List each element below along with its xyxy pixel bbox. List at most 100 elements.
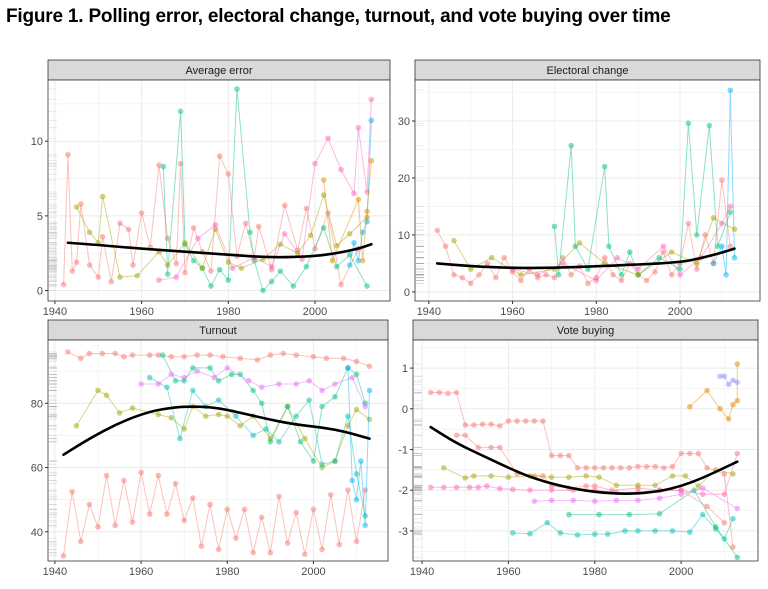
data-point: [78, 201, 84, 207]
data-point: [208, 283, 214, 289]
data-point: [702, 232, 708, 238]
data-point: [652, 528, 659, 534]
data-point: [730, 401, 736, 408]
data-point: [731, 254, 738, 261]
data-point: [527, 530, 533, 537]
data-point: [164, 271, 171, 277]
x-tick-label: 2000: [669, 566, 693, 578]
data-point: [734, 450, 741, 457]
data-point: [531, 418, 538, 424]
data-point: [731, 226, 738, 233]
data-point: [734, 554, 741, 561]
data-point: [312, 245, 318, 252]
data-point: [656, 510, 663, 517]
data-point: [695, 483, 702, 489]
data-point: [693, 266, 700, 272]
series-line: [75, 389, 370, 469]
data-point: [250, 432, 256, 439]
panel-turnout: Turnout 1940 1960 1980 2000 40 60 80: [31, 319, 389, 578]
data-point: [255, 223, 262, 230]
data-point: [346, 262, 353, 268]
data-point: [155, 411, 162, 418]
trend-line: [62, 405, 371, 456]
data-point: [164, 384, 170, 391]
series-line: [453, 217, 735, 276]
data-point: [225, 277, 232, 283]
data-point: [635, 463, 641, 470]
data-point: [496, 423, 503, 429]
data-point: [591, 483, 598, 489]
series-line: [534, 487, 738, 509]
data-point: [635, 482, 641, 489]
data-point: [293, 352, 300, 358]
data-point: [277, 268, 284, 274]
data-point: [574, 532, 581, 538]
data-point: [294, 250, 301, 257]
data-point: [652, 269, 658, 275]
data-point: [238, 265, 245, 271]
data-point: [618, 277, 625, 284]
data-point: [99, 350, 106, 357]
data-point: [164, 511, 170, 517]
data-point: [229, 265, 236, 271]
data-point: [77, 355, 84, 362]
x-tick-label: 1980: [584, 306, 608, 318]
data-point: [548, 497, 555, 504]
data-point: [65, 349, 71, 355]
data-point: [224, 506, 231, 513]
data-point: [353, 358, 360, 365]
data-point: [159, 352, 166, 358]
data-point: [368, 117, 375, 124]
data-point: [626, 249, 633, 255]
data-point: [160, 163, 167, 170]
figure-title: Figure 1. Polling error, electoral chang…: [6, 6, 671, 27]
data-point: [583, 473, 589, 479]
data-point: [293, 381, 300, 387]
data-point: [635, 266, 641, 272]
data-point: [635, 497, 641, 504]
data-point: [319, 461, 325, 468]
data-point: [69, 488, 75, 495]
data-point: [332, 394, 338, 400]
data-point: [207, 352, 213, 358]
data-point: [704, 503, 710, 510]
data-point: [276, 439, 282, 445]
data-point: [199, 265, 206, 271]
data-point: [224, 365, 231, 371]
x-tick-label: 1980: [215, 566, 239, 578]
data-point: [86, 350, 93, 357]
data-point: [505, 474, 512, 480]
data-point: [601, 163, 608, 170]
data-point: [276, 381, 282, 387]
data-point: [668, 249, 675, 255]
y-tick-label: 20: [398, 173, 410, 185]
data-point: [237, 371, 243, 378]
data-point: [73, 259, 80, 265]
data-point: [440, 484, 447, 491]
data-point: [95, 274, 102, 280]
data-point: [212, 226, 219, 233]
data-point: [155, 352, 162, 358]
data-point: [656, 254, 662, 261]
data-point: [730, 544, 736, 550]
data-point: [307, 232, 314, 239]
data-point: [346, 251, 353, 258]
data-point: [164, 262, 171, 268]
series-5: [566, 487, 741, 561]
data-point: [366, 363, 373, 370]
data-point: [723, 271, 729, 278]
x-tick-label: 1980: [583, 566, 607, 578]
data-point: [130, 262, 136, 268]
data-point: [656, 495, 663, 502]
data-point: [719, 243, 725, 250]
data-point: [509, 486, 516, 493]
data-point: [557, 530, 564, 536]
data-point: [220, 353, 226, 360]
data-point: [95, 387, 101, 394]
data-point: [436, 389, 443, 396]
data-point: [260, 287, 266, 294]
data-point: [358, 458, 364, 464]
data-point: [181, 353, 187, 360]
data-point: [714, 243, 721, 250]
facet-strip-label: Average error: [185, 65, 252, 77]
